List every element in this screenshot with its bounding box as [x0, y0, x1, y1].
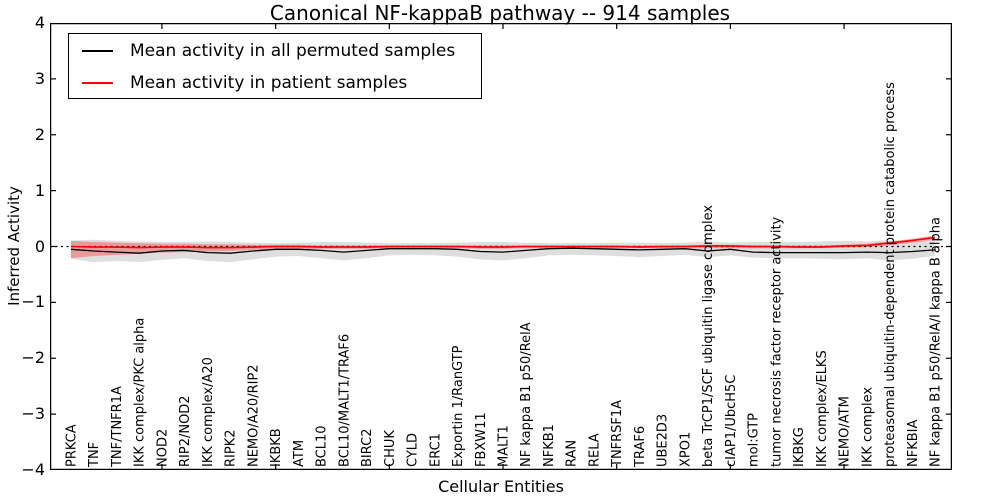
legend-entry-patient: Mean activity in patient samples: [69, 67, 481, 98]
permuted-line-sample: [82, 49, 113, 52]
x-tick-label: NFKBIA: [906, 420, 921, 467]
x-tick-label: NEMO/A20/RIP2: [246, 364, 261, 467]
x-tick-label: TNFRSF1A: [610, 400, 625, 468]
x-tick-label: TNF/TNFR1A: [110, 386, 125, 468]
x-tick-label: XPO1: [678, 432, 693, 467]
x-tick-label: IKK complex: [860, 387, 875, 467]
x-tick-label: BCL10/MALT1/TRAF6: [337, 334, 352, 467]
y-tick-label: 0: [34, 236, 45, 256]
x-tick-label: NFKB1: [542, 424, 557, 467]
x-tick-label: BCL10: [315, 425, 330, 467]
chart-title: Canonical NF-kappaB pathway -- 914 sampl…: [269, 1, 731, 25]
patient-line-sample: [82, 81, 113, 84]
legend: Mean activity in all permuted samples Me…: [68, 33, 482, 99]
y-tick-label: 3: [34, 68, 45, 88]
y-tick-label: 1: [34, 180, 45, 200]
x-tick-label: PRKCA: [65, 424, 80, 467]
x-tick-label: IKK complex/A20: [201, 357, 216, 467]
x-tick-label: IKBKB: [269, 428, 284, 467]
x-tick-label: RAN: [565, 440, 580, 467]
x-tick-label: RIPK2: [224, 429, 239, 467]
x-tick-label: BIRC2: [360, 429, 375, 468]
y-tick-label: 4: [34, 13, 45, 32]
x-tick-label: CYLD: [406, 433, 421, 467]
x-tick-label: TRAF6: [633, 426, 648, 468]
x-tick-label: mol:GTP: [747, 413, 762, 467]
y-tick-label: −3: [21, 404, 45, 424]
y-tick-label: −1: [21, 292, 45, 312]
x-tick-label: FBXW11: [474, 412, 489, 467]
x-tick-label: NF kappa B1 p50/RelA: [519, 322, 534, 467]
x-tick-label: RELA: [587, 433, 602, 467]
x-tick-label: CHUK: [383, 430, 398, 467]
x-tick-label: proteasomal ubiquitin-dependent protein …: [883, 82, 898, 467]
x-tick-label: NF kappa B1 p50/RelA/I kappa B alpha: [929, 217, 944, 467]
x-tick-label: IKK complex/ELKS: [815, 350, 830, 467]
x-tick-label: ATM: [292, 440, 307, 467]
x-tick-label: Exportin 1/RanGTP: [451, 345, 466, 467]
y-tick-label: −2: [21, 348, 45, 368]
x-tick-label: NOD2: [155, 429, 170, 467]
patient-line: [70, 236, 936, 249]
y-tick-label: 2: [34, 124, 45, 144]
x-tick-label: ERC1: [428, 433, 443, 467]
x-tick-label: NEMO/ATM: [838, 396, 853, 467]
x-tick-label: IKK complex/PKC alpha: [133, 318, 148, 467]
x-tick-label: IKBKG: [792, 427, 807, 467]
x-tick-label: MALT1: [497, 425, 512, 467]
x-tick-label: beta TrCP1/SCF ubiquitin ligase complex: [701, 205, 716, 467]
plot-border: [50, 23, 952, 470]
plot-area: PRKCA TNF TNF/TNFR1A IKK complex/PKC alpha N…: [50, 23, 952, 470]
legend-entry-permuted: Mean activity in all permuted samples: [69, 35, 481, 66]
legend-label-permuted: Mean activity in all permuted samples: [130, 40, 456, 61]
permuted-line: [70, 247, 936, 254]
legend-label-patient: Mean activity in patient samples: [130, 72, 408, 93]
x-axis-label: Cellular Entities: [438, 477, 564, 496]
x-tick-label: tumor necrosis factor receptor activity: [769, 216, 784, 467]
y-tick-label: −4: [21, 460, 45, 479]
x-tick-label: TNF: [87, 442, 102, 468]
x-tick-label: RIP2/NOD2: [178, 395, 193, 467]
x-tick-label: UBE2D3: [656, 414, 671, 467]
x-tick-label: cIAP1/UbcH5C: [724, 375, 739, 467]
